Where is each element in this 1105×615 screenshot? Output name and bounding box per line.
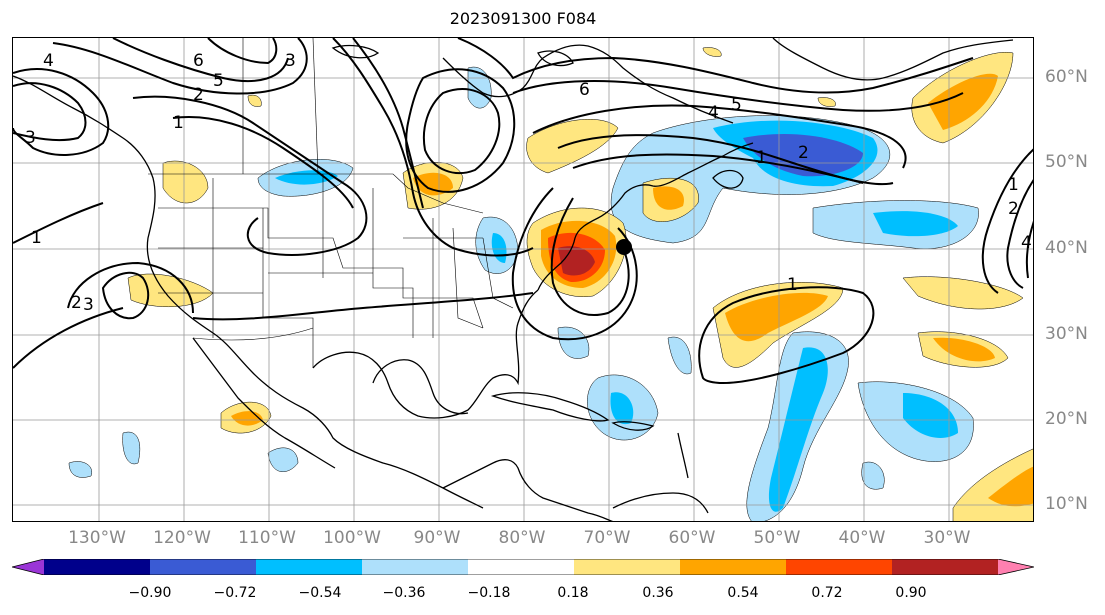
colorbar-bin <box>256 559 362 575</box>
colorbar-tick-label: 0.18 <box>557 585 589 601</box>
lon-label: 70°W <box>583 528 631 548</box>
colorbar-bin <box>150 559 256 575</box>
contour-label: 4 <box>1021 233 1032 253</box>
contour-label: 2 <box>193 85 204 105</box>
colorbar-bin <box>468 559 574 575</box>
lat-label: 50°N <box>1045 152 1088 172</box>
anomaly-shading <box>68 47 1033 521</box>
lon-label: 30°W <box>923 528 971 548</box>
lon-label: 100°W <box>323 528 381 548</box>
colorbar-tick-label: 0.90 <box>895 585 927 601</box>
lon-label: 90°W <box>413 528 461 548</box>
contour-label: 5 <box>213 71 224 91</box>
contour-label: 4 <box>708 103 719 123</box>
lon-label: 40°W <box>838 528 886 548</box>
colorbar-tick-label: 0.54 <box>727 585 759 601</box>
lat-label: 40°N <box>1045 238 1088 258</box>
colorbar-over-triangle <box>998 559 1034 575</box>
map-panel: 6 5 4 2 1 1 4 6 3 5 3 2 1 3 2 1 1 2 4 <box>12 37 1034 522</box>
colorbar-tick-label: −0.18 <box>467 585 511 601</box>
colorbar-tick-label: −0.36 <box>382 585 426 601</box>
contour-label: 6 <box>193 51 204 71</box>
contour-label: 5 <box>731 95 742 115</box>
contour-label: 1 <box>31 228 42 248</box>
colorbar-tick-label: −0.72 <box>213 585 257 601</box>
contour-label: 2 <box>71 293 82 313</box>
colorbar-bin <box>892 559 998 575</box>
colorbar-bin <box>786 559 892 575</box>
colorbar-under-triangle <box>12 559 44 575</box>
contour-label: 1 <box>173 113 184 133</box>
colorbar-tick-label: −0.90 <box>128 585 172 601</box>
lon-label: 50°W <box>753 528 801 548</box>
coastlines <box>13 38 1014 521</box>
lon-label: 120°W <box>153 528 211 548</box>
lon-label: 130°W <box>68 528 126 548</box>
storm-center-marker <box>616 239 632 255</box>
colorbar-tick-label: 0.72 <box>811 585 843 601</box>
lat-label: 10°N <box>1045 494 1088 514</box>
contour-label: 4 <box>43 51 54 71</box>
contour-label: 3 <box>25 128 36 148</box>
colorbar-bin <box>574 559 680 575</box>
contour-label: 2 <box>1008 199 1019 219</box>
contour-label: 1 <box>787 275 798 295</box>
contour-label: 1 <box>1008 175 1019 195</box>
lon-label: 60°W <box>668 528 716 548</box>
map-canvas: 6 5 4 2 1 1 4 6 3 5 3 2 1 3 2 1 1 2 4 <box>13 38 1033 521</box>
contour-label: 1 <box>756 148 767 168</box>
colorbar-tick-label: −0.54 <box>298 585 342 601</box>
lat-label: 60°N <box>1045 67 1088 87</box>
colorbar <box>12 559 1034 575</box>
contour-label: 2 <box>798 143 809 163</box>
colorbar-tick-label: 0.36 <box>642 585 674 601</box>
contour-labels: 6 5 4 2 1 1 4 6 3 5 3 2 1 3 2 1 1 2 4 <box>25 51 1032 315</box>
lon-label: 110°W <box>238 528 296 548</box>
map-title: 2023091300 F084 <box>449 9 597 28</box>
lat-label: 30°N <box>1045 324 1088 344</box>
colorbar-bin <box>362 559 468 575</box>
lat-label: 20°N <box>1045 409 1088 429</box>
lon-label: 80°W <box>498 528 546 548</box>
height-anomaly-contours <box>13 38 1033 385</box>
contour-label: 3 <box>285 51 296 71</box>
colorbar-bin <box>44 559 150 575</box>
contour-label: 3 <box>83 295 94 315</box>
contour-label: 6 <box>579 80 590 100</box>
colorbar-bin <box>680 559 786 575</box>
